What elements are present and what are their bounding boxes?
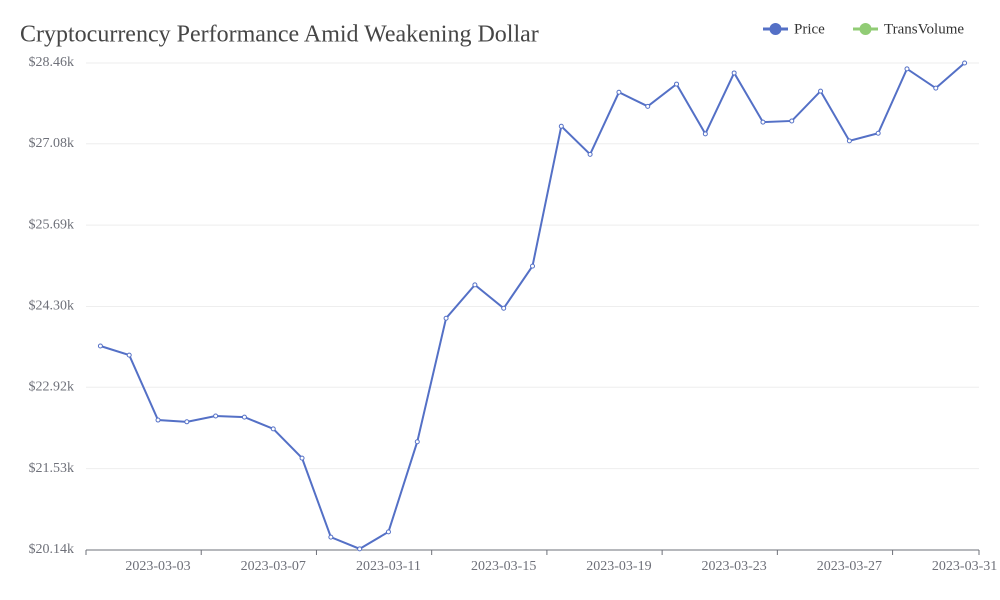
data-point: [184, 419, 190, 425]
data-point: [702, 131, 708, 137]
legend-label[interactable]: TransVolume: [884, 21, 964, 37]
data-point: [760, 119, 766, 125]
data-point: [645, 103, 651, 109]
data-point: [904, 66, 910, 72]
price-line: [100, 62, 966, 550]
chart-title: Cryptocurrency Performance Amid Weakenin…: [20, 22, 539, 48]
y-tick-label: $28.46k: [29, 55, 75, 70]
data-point: [875, 130, 881, 136]
x-tick-label: 2023-03-11: [356, 559, 421, 574]
data-point: [501, 305, 507, 311]
data-point: [731, 70, 737, 76]
legend-label[interactable]: Price: [794, 21, 825, 37]
x-tick-label: 2023-03-23: [701, 559, 766, 574]
data-point: [357, 546, 363, 552]
y-tick-label: $27.08k: [29, 136, 75, 151]
y-tick-label: $25.69k: [29, 217, 75, 232]
y-tick-label: $20.14k: [29, 542, 75, 557]
data-point: [213, 413, 219, 419]
data-point: [933, 85, 939, 91]
data-point: [97, 343, 103, 349]
legend-marker[interactable]: [859, 23, 872, 35]
data-point: [270, 426, 276, 432]
data-point: [674, 81, 680, 87]
data-point: [414, 439, 420, 445]
x-tick-label: 2023-03-03: [125, 559, 190, 574]
data-point: [328, 534, 334, 540]
data-point: [443, 315, 449, 321]
x-tick-label: 2023-03-15: [471, 559, 536, 574]
data-point: [587, 151, 593, 157]
data-point: [530, 263, 535, 269]
data-point: [616, 89, 622, 95]
data-point: [818, 88, 824, 94]
data-point: [558, 123, 564, 129]
legend-marker[interactable]: [769, 23, 782, 35]
x-tick-label: 2023-03-31: [932, 559, 997, 574]
y-tick-label: $21.53k: [29, 461, 75, 476]
data-point: [155, 417, 161, 423]
x-tick-label: 2023-03-27: [817, 559, 882, 574]
data-point: [846, 138, 852, 144]
data-point: [962, 60, 968, 66]
data-point: [126, 352, 132, 358]
y-tick-label: $24.30k: [29, 299, 75, 314]
data-point: [789, 118, 795, 124]
data-point: [241, 414, 247, 420]
data-point: [385, 529, 391, 535]
x-tick-label: 2023-03-07: [241, 559, 306, 574]
x-tick-label: 2023-03-19: [586, 559, 651, 574]
data-point: [299, 455, 305, 461]
y-tick-label: $22.92k: [29, 379, 75, 394]
data-point: [472, 282, 478, 288]
